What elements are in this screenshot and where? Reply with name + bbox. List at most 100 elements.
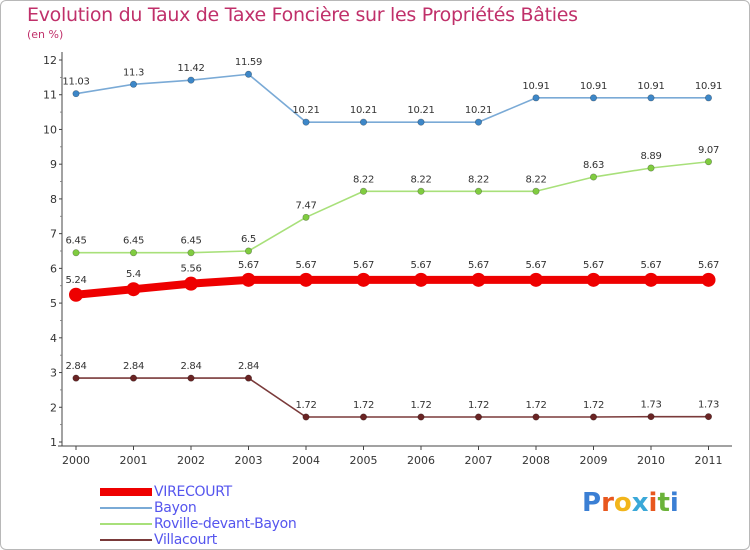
data-label-roville-devant-bayon: 8.22 bbox=[410, 174, 431, 185]
legend-swatch bbox=[100, 507, 152, 509]
legend-swatch bbox=[100, 523, 152, 525]
data-label-bayon: 10.91 bbox=[522, 81, 549, 92]
data-label-villacourt: 2.84 bbox=[238, 361, 259, 372]
data-point-roville-devant-bayon bbox=[532, 187, 540, 195]
x-tick-label: 2000 bbox=[62, 454, 90, 467]
data-label-roville-devant-bayon: 6.45 bbox=[180, 236, 201, 247]
data-point-virecourt bbox=[414, 272, 428, 287]
x-tick-label: 2003 bbox=[235, 454, 263, 467]
data-label-virecourt: 5.24 bbox=[65, 275, 86, 286]
y-tick-label: 5 bbox=[50, 297, 57, 310]
data-point-roville-devant-bayon bbox=[302, 213, 310, 221]
data-point-virecourt bbox=[471, 272, 486, 287]
data-point-virecourt bbox=[126, 282, 141, 297]
x-tick-label: 2004 bbox=[292, 454, 320, 467]
data-point-villacourt bbox=[417, 413, 425, 421]
data-label-roville-devant-bayon: 8.22 bbox=[525, 174, 546, 185]
brand-letter: x bbox=[631, 488, 649, 518]
data-label-bayon: 10.21 bbox=[292, 105, 319, 116]
data-point-bayon bbox=[359, 118, 367, 126]
data-label-bayon: 10.91 bbox=[695, 81, 722, 92]
data-label-virecourt: 5.67 bbox=[698, 260, 719, 271]
chart-subtitle: (en %) bbox=[27, 28, 64, 41]
data-label-virecourt: 5.67 bbox=[238, 260, 259, 271]
data-point-bayon bbox=[130, 80, 138, 88]
data-point-virecourt bbox=[701, 272, 716, 287]
data-label-roville-devant-bayon: 6.5 bbox=[241, 234, 256, 245]
y-tick-label: 11 bbox=[43, 89, 57, 102]
series-line-virecourt bbox=[72, 275, 713, 299]
legend: VIRECOURT Bayon Roville-devant-Bayon Villac… bbox=[100, 484, 297, 548]
data-point-virecourt bbox=[356, 272, 371, 287]
data-point-virecourt bbox=[586, 272, 601, 287]
data-label-bayon: 11.03 bbox=[62, 77, 89, 88]
data-point-villacourt bbox=[474, 413, 482, 421]
data-label-villacourt: 1.72 bbox=[353, 400, 374, 411]
data-label-bayon: 10.91 bbox=[637, 81, 664, 92]
data-label-roville-devant-bayon: 8.89 bbox=[640, 151, 661, 162]
data-point-roville-devant-bayon bbox=[704, 158, 712, 166]
data-point-virecourt bbox=[69, 287, 83, 302]
y-tick-label: 4 bbox=[50, 332, 57, 345]
brand-letter: t bbox=[657, 488, 670, 518]
brand-logo: Proxiti bbox=[582, 488, 679, 518]
data-point-bayon bbox=[532, 94, 540, 102]
legend-label: Roville-devant-Bayon bbox=[154, 516, 297, 532]
y-tick-label: 9 bbox=[50, 158, 57, 171]
data-point-roville-devant-bayon bbox=[359, 187, 367, 195]
data-label-virecourt: 5.4 bbox=[126, 269, 141, 280]
data-label-bayon: 10.21 bbox=[407, 105, 434, 116]
data-point-bayon bbox=[474, 118, 482, 126]
data-label-virecourt: 5.67 bbox=[583, 260, 604, 271]
data-label-virecourt: 5.67 bbox=[295, 260, 316, 271]
data-label-bayon: 11.42 bbox=[177, 63, 204, 74]
data-point-villacourt bbox=[359, 413, 367, 421]
legend-item-bayon: Bayon bbox=[100, 500, 296, 516]
x-tick-label: 2007 bbox=[465, 454, 493, 467]
data-label-roville-devant-bayon: 8.22 bbox=[468, 174, 489, 185]
legend-item-roville-devant-bayon: Roville-devant-Bayon bbox=[100, 516, 297, 532]
data-label-bayon: 10.91 bbox=[580, 81, 607, 92]
legend-label: VIRECOURT bbox=[154, 484, 232, 500]
legend-label: Bayon bbox=[154, 500, 197, 516]
data-label-bayon: 10.21 bbox=[465, 105, 492, 116]
chart-title: Evolution du Taux de Taxe Foncière sur l… bbox=[27, 4, 578, 26]
y-tick-label: 3 bbox=[50, 367, 57, 380]
data-point-roville-devant-bayon bbox=[187, 249, 195, 257]
data-label-bayon: 10.21 bbox=[350, 105, 377, 116]
data-label-roville-devant-bayon: 6.45 bbox=[65, 236, 86, 247]
y-tick-label: 1 bbox=[50, 436, 57, 449]
data-point-virecourt bbox=[299, 272, 313, 287]
data-point-villacourt bbox=[647, 413, 655, 421]
brand-letter: o bbox=[613, 488, 632, 518]
legend-swatch bbox=[100, 539, 152, 541]
data-label-roville-devant-bayon: 8.22 bbox=[353, 174, 374, 185]
x-tick-label: 2010 bbox=[637, 454, 665, 467]
data-point-bayon bbox=[245, 70, 253, 78]
data-point-roville-devant-bayon bbox=[130, 249, 138, 257]
data-label-roville-devant-bayon: 8.63 bbox=[583, 160, 604, 171]
data-label-virecourt: 5.67 bbox=[410, 260, 431, 271]
brand-letter: i bbox=[669, 488, 679, 518]
series-line-bayon bbox=[75, 73, 710, 123]
data-label-villacourt: 1.72 bbox=[410, 400, 431, 411]
data-label-villacourt: 1.72 bbox=[295, 400, 316, 411]
data-label-roville-devant-bayon: 6.45 bbox=[123, 236, 144, 247]
data-point-roville-devant-bayon bbox=[647, 164, 655, 172]
data-point-roville-devant-bayon bbox=[245, 247, 253, 255]
brand-letter: i bbox=[648, 488, 658, 518]
x-tick-label: 2006 bbox=[407, 454, 435, 467]
data-label-villacourt: 1.73 bbox=[698, 400, 719, 411]
data-label-roville-devant-bayon: 9.07 bbox=[698, 145, 719, 156]
data-point-virecourt bbox=[184, 276, 198, 291]
legend-label: Villacourt bbox=[154, 532, 217, 548]
data-point-bayon bbox=[187, 76, 195, 84]
data-point-bayon bbox=[302, 118, 310, 126]
data-label-bayon: 11.3 bbox=[123, 67, 144, 78]
data-label-villacourt: 2.84 bbox=[123, 361, 144, 372]
data-label-villacourt: 1.73 bbox=[640, 400, 661, 411]
data-label-villacourt: 2.84 bbox=[65, 361, 86, 372]
legend-swatch bbox=[100, 488, 152, 496]
y-tick-label: 2 bbox=[50, 401, 57, 414]
data-label-roville-devant-bayon: 7.47 bbox=[295, 200, 316, 211]
